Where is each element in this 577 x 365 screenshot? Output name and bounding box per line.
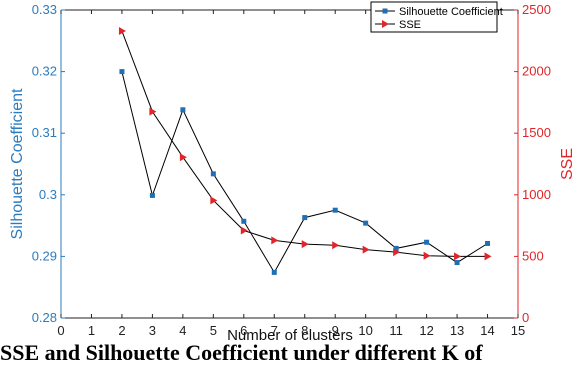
legend-label: SSE [399, 19, 421, 31]
sse-point [210, 196, 218, 205]
sse-point [393, 248, 401, 257]
x-tick-label: 7 [271, 323, 278, 338]
right-y-tick-label: 2000 [522, 64, 551, 79]
left-y-tick-label: 0.3 [39, 187, 57, 202]
legend-marker-silhouette [382, 8, 388, 14]
right-y-tick-label: 0 [522, 310, 529, 325]
sse-point [423, 251, 431, 260]
right-y-tick-label: 1500 [522, 125, 551, 140]
right-y-tick-label: 1000 [522, 187, 551, 202]
x-tick-label: 13 [450, 323, 464, 338]
silhouette-point [424, 239, 430, 245]
x-axis-title: Number of clusters [227, 327, 353, 342]
sse-point [271, 236, 279, 245]
left-y-tick-label: 0.32 [32, 64, 57, 79]
x-tick-label: 0 [57, 323, 64, 338]
figure-caption: SSE and Silhouette Coefficient under dif… [0, 341, 483, 365]
x-tick-label: 9 [332, 323, 339, 338]
x-tick-label: 15 [511, 323, 525, 338]
silhouette-point [363, 220, 369, 226]
x-tick-label: 12 [419, 323, 433, 338]
silhouette-point [302, 215, 308, 221]
x-tick-label: 1 [88, 323, 95, 338]
legend-marker-sse [382, 20, 389, 28]
x-tick-label: 6 [240, 323, 247, 338]
silhouette-point [119, 69, 125, 75]
series-layer [118, 26, 492, 275]
silhouette-point [454, 260, 460, 266]
sse-point [118, 26, 126, 35]
chart: 0 1 2 3 4 5 6 7 8 9 10 11 12 13 14 150.280.290.30.310.3… [9, 1, 576, 342]
silhouette-point [393, 245, 399, 251]
x-tick-label: 4 [179, 323, 186, 338]
sse-point [301, 240, 309, 249]
x-tick-label: 2 [118, 323, 125, 338]
left-y-tick-label: 0.31 [32, 125, 57, 140]
axes-layer: 0 1 2 3 4 5 6 7 8 9 10 11 12 13 14 150.280.290.30.310.3… [32, 2, 551, 338]
x-tick-label: 3 [149, 323, 156, 338]
sse-point [484, 252, 492, 261]
sse-point [332, 241, 340, 250]
sse-point [179, 153, 187, 162]
plot-area [61, 10, 518, 318]
left-y-tick-label: 0.33 [32, 2, 57, 17]
x-tick-label: 11 [389, 323, 403, 338]
sse-point [149, 107, 157, 116]
sse-point [454, 252, 462, 261]
x-tick-label: 5 [210, 323, 217, 338]
sse-point [362, 245, 370, 254]
silhouette-point [210, 171, 216, 177]
legend-box [370, 1, 498, 33]
silhouette-point [485, 240, 491, 246]
silhouette-point [149, 192, 155, 198]
right-y-tick-label: 2500 [522, 2, 551, 17]
silhouette-point [271, 269, 277, 275]
x-tick-label: 10 [358, 323, 372, 338]
x-tick-label: 14 [480, 323, 494, 338]
silhouette-point [180, 107, 186, 113]
right-y-tick-label: 500 [522, 248, 544, 263]
right-axis-title: SSE [559, 148, 576, 180]
legend-label: Silhouette Coefficient [399, 6, 503, 18]
x-tick-label: 8 [301, 323, 308, 338]
silhouette-point [241, 218, 247, 224]
left-y-tick-label: 0.28 [32, 310, 57, 325]
sse-point [240, 226, 248, 235]
silhouette-point [332, 207, 338, 213]
left-axis-title: Silhouette Coefficient [9, 88, 26, 239]
left-y-tick-label: 0.29 [32, 248, 57, 263]
